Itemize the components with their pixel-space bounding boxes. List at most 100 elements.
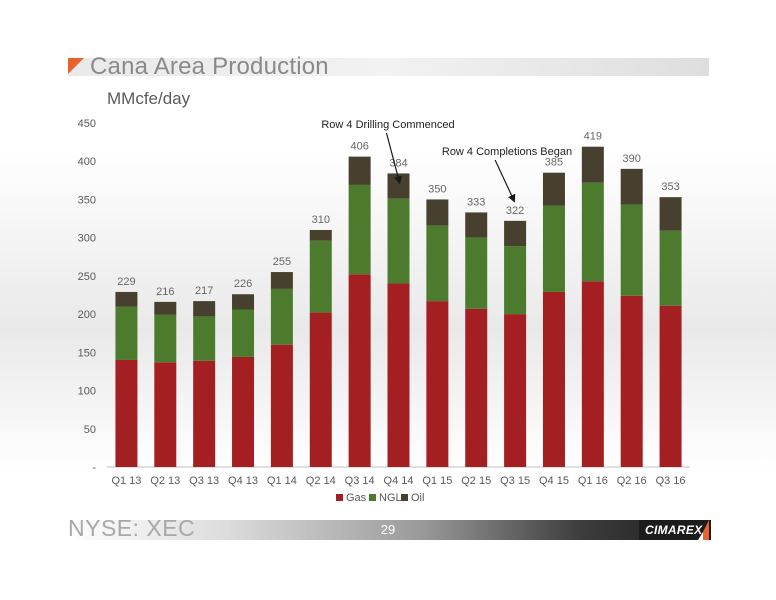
bar-segment-oil — [309, 230, 332, 241]
bar-segment-ngl — [659, 230, 682, 306]
y-tick-label: 50 — [84, 424, 96, 436]
bar-segment-gas — [542, 291, 565, 467]
y-tick-label: 450 — [78, 118, 96, 130]
page-number: 29 — [380, 522, 396, 537]
bar-segment-gas — [232, 356, 255, 467]
bar-segment-ngl — [620, 204, 643, 296]
logo-accent-notch — [698, 532, 703, 540]
chart-subtitle: MMcfe/day — [107, 89, 191, 108]
bar-segment-ngl — [465, 237, 488, 309]
bar-segment-ngl — [232, 309, 255, 357]
bar-segment-gas — [270, 344, 293, 467]
x-tick-label: Q3 13 — [189, 475, 219, 487]
bar-segment-gas — [348, 274, 371, 467]
bar-segment-oil — [542, 172, 565, 206]
legend-label-ngl: NGL — [379, 492, 402, 504]
total-data-label: 353 — [661, 181, 679, 193]
bar-segment-gas — [504, 314, 527, 467]
total-data-label: 310 — [312, 214, 330, 226]
y-tick-label: 100 — [78, 386, 96, 398]
y-tick-label: 400 — [78, 156, 96, 168]
annotation-drilling: Row 4 Drilling Commenced — [321, 119, 454, 131]
logo-accent-shape — [699, 520, 709, 540]
total-data-label: 255 — [273, 256, 291, 268]
annotation-arrow-drilling — [385, 132, 402, 185]
bar-segment-ngl — [115, 306, 138, 360]
x-tick-label: Q3 16 — [656, 475, 686, 487]
x-tick-label: Q2 16 — [617, 475, 647, 487]
y-tick-label: 300 — [78, 233, 96, 245]
bar-segment-ngl — [542, 205, 565, 292]
slide-title: Cana Area Production — [90, 53, 329, 80]
total-data-label: 229 — [117, 276, 135, 288]
total-data-label: 216 — [156, 286, 174, 298]
bar-segment-oil — [193, 301, 216, 317]
bar-segment-ngl — [387, 198, 410, 284]
bar-segment-oil — [232, 294, 255, 310]
bar-segment-oil — [581, 146, 604, 183]
title-accent-flag — [68, 58, 84, 74]
x-tick-label: Q1 13 — [111, 475, 141, 487]
bar-segment-ngl — [581, 182, 604, 282]
x-tick-label: Q4 15 — [539, 475, 569, 487]
bar-segment-oil — [115, 291, 138, 307]
legend-label-gas: Gas — [346, 492, 367, 504]
bar-segment-ngl — [504, 246, 527, 315]
bar-segment-gas — [309, 312, 332, 467]
bar-segment-oil — [465, 212, 488, 238]
total-data-label: 333 — [467, 196, 485, 208]
x-tick-label: Q2 15 — [461, 475, 491, 487]
annotation-arrow-completions — [494, 159, 516, 203]
company-logo: CIMAREX — [639, 520, 709, 540]
x-tick-label: Q3 15 — [500, 475, 530, 487]
bar-segment-gas — [465, 308, 488, 467]
y-tick-label: 200 — [78, 309, 96, 321]
legend-swatch-gas — [336, 494, 343, 501]
legend-swatch-oil — [401, 494, 408, 501]
x-tick-label: Q2 13 — [150, 475, 180, 487]
bar-segment-ngl — [309, 240, 332, 313]
footer-ticker: NYSE: XEC — [68, 515, 196, 541]
bar-segment-oil — [659, 197, 682, 231]
title-bar — [68, 58, 709, 76]
x-tick-label: Q4 14 — [384, 475, 414, 487]
bar-segment-gas — [426, 301, 449, 467]
y-tick-label: 250 — [78, 271, 96, 283]
bar-segment-oil — [154, 301, 177, 315]
x-tick-label: Q4 13 — [228, 475, 258, 487]
bar-segment-gas — [581, 281, 604, 467]
bar-segment-oil — [620, 168, 643, 205]
y-tick-label: 150 — [78, 347, 96, 359]
bar-segment-gas — [387, 283, 410, 467]
bar-segment-gas — [115, 359, 138, 467]
logo-text: CIMAREX — [645, 523, 703, 537]
legend-swatch-ngl — [369, 494, 376, 501]
total-data-label: 217 — [195, 285, 213, 297]
total-data-label: 390 — [623, 153, 641, 165]
bar-segment-oil — [504, 220, 527, 247]
y-tick-label: - — [92, 462, 96, 474]
x-tick-label: Q1 16 — [578, 475, 608, 487]
footer-bar — [66, 520, 711, 540]
x-tick-label: Q3 14 — [345, 475, 375, 487]
total-data-label: 350 — [428, 183, 446, 195]
bar-segment-gas — [193, 360, 216, 467]
bar-segment-oil — [270, 272, 293, 289]
x-tick-label: Q2 14 — [306, 475, 336, 487]
bar-segment-oil — [426, 199, 449, 226]
bar-segment-oil — [348, 156, 371, 185]
total-data-label: 385 — [545, 157, 563, 169]
x-tick-label: Q1 14 — [267, 475, 297, 487]
bar-segment-ngl — [270, 288, 293, 345]
bar-segment-gas — [154, 362, 177, 467]
bar-segment-oil — [387, 173, 410, 199]
total-data-label: 322 — [506, 205, 524, 217]
bar-segment-ngl — [154, 314, 177, 363]
bar-segment-ngl — [348, 184, 371, 275]
x-tick-label: Q1 15 — [422, 475, 452, 487]
bar-segment-ngl — [193, 316, 216, 361]
y-tick-label: 350 — [78, 194, 96, 206]
total-data-label: 419 — [584, 131, 602, 143]
total-data-label: 384 — [389, 157, 407, 169]
